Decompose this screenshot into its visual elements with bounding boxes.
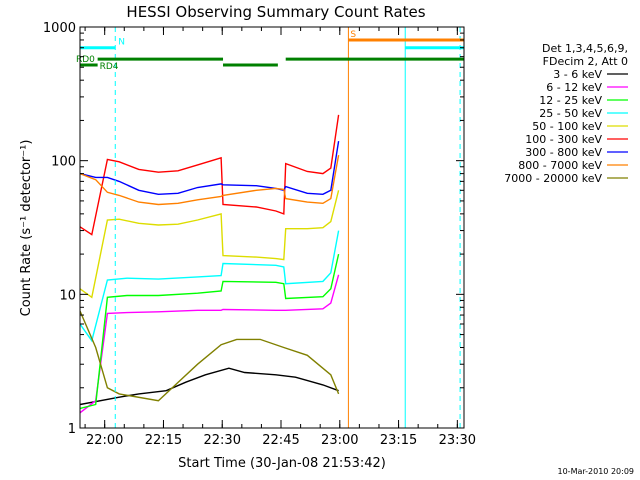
legend-label: 12 - 25 keV (539, 94, 602, 107)
state-bar-label-0: N (118, 38, 125, 48)
y-tick-label: 1 (68, 422, 76, 437)
state-bar-label-1: RD0 (76, 55, 95, 65)
legend-label: 3 - 6 keV (553, 68, 602, 81)
series-line-5 (80, 114, 340, 236)
legend: Det 1,3,4,5,6,9,FDecim 2, Att 03 - 6 keV… (504, 42, 628, 185)
y-tick-label: 10 (59, 288, 76, 303)
x-tick-label: 23:30 (439, 433, 476, 448)
legend-header: Det 1,3,4,5,6,9, (542, 42, 628, 55)
x-tick-label: 22:30 (204, 433, 241, 448)
series-line-7 (80, 154, 340, 206)
y-axis-label: Count Rate (s⁻¹ detector⁻¹) (19, 140, 34, 317)
state-bar-label-4: S (350, 30, 356, 40)
legend-label: 6 - 12 keV (546, 81, 602, 94)
y-tick-label: 100 (51, 155, 76, 170)
plot-frame (79, 26, 465, 429)
legend-label: 50 - 100 keV (532, 120, 602, 133)
legend-label: 25 - 50 keV (539, 107, 602, 120)
legend-label: 800 - 7000 keV (518, 159, 602, 172)
x-tick-label: 22:00 (86, 433, 123, 448)
series-line-1 (80, 274, 340, 414)
y-tick-label: 1000 (43, 21, 76, 36)
series-line-4 (80, 190, 340, 299)
footer-timestamp: 10-Mar-2010 20:09 (558, 467, 635, 476)
legend-label: 100 - 300 keV (525, 133, 602, 146)
x-tick-label: 22:15 (145, 433, 182, 448)
series-line-8 (80, 310, 340, 402)
x-tick-label: 22:45 (262, 433, 299, 448)
series-line-0 (80, 367, 339, 406)
legend-label: 300 - 800 keV (525, 146, 602, 159)
series-line-6 (80, 140, 340, 196)
series-line-2 (80, 253, 340, 410)
x-tick-label: 23:00 (321, 433, 358, 448)
legend-header: FDecim 2, Att 0 (543, 55, 628, 68)
x-tick-label: 23:15 (380, 433, 417, 448)
state-bar-label-2: RD4 (100, 62, 119, 72)
legend-label: 7000 - 20000 keV (504, 172, 602, 185)
x-axis-label: Start Time (30-Jan-08 21:53:42) (178, 456, 386, 471)
chart-title: HESSI Observing Summary Count Rates (126, 3, 425, 21)
series-line-3 (80, 230, 340, 343)
